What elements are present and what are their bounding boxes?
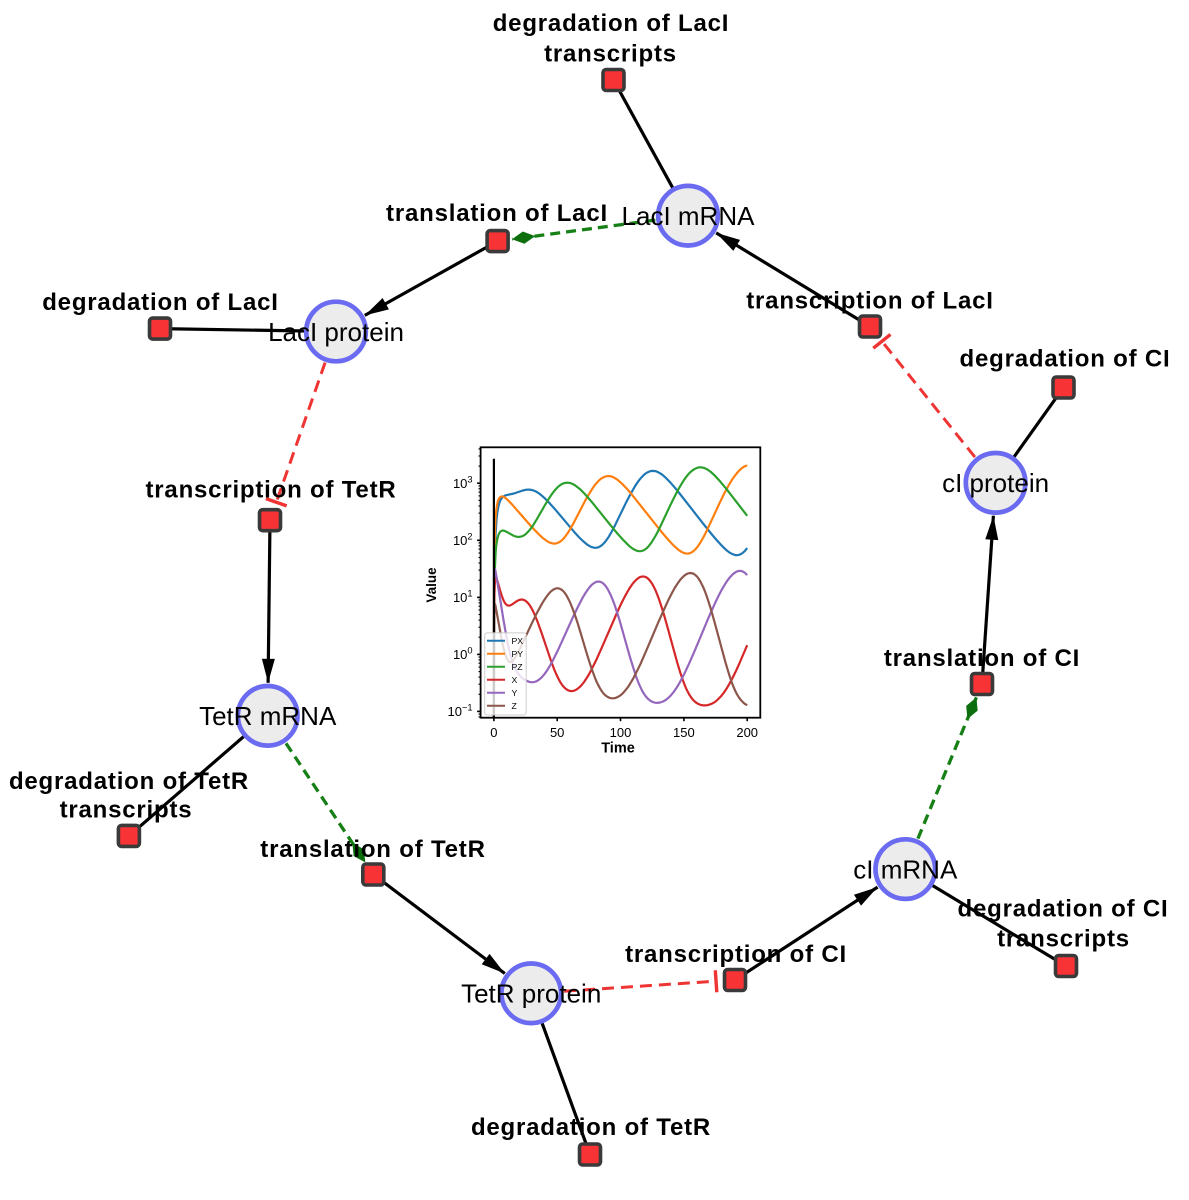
svg-text:Z: Z [512,701,518,711]
svg-text:transcription of CI: transcription of CI [625,941,847,968]
svg-text:103: 103 [453,474,473,491]
svg-text:degradation of LacI: degradation of LacI [42,289,279,316]
svg-text:translation of LacI: translation of LacI [386,200,608,227]
svg-text:0: 0 [490,725,497,740]
svg-text:200: 200 [736,725,758,740]
svg-text:degradation of TetR: degradation of TetR [9,768,249,795]
svg-text:transcripts: transcripts [60,797,193,824]
svg-text:Value: Value [424,567,439,603]
svg-text:cI mRNA: cI mRNA [853,854,958,884]
svg-text:TetR protein: TetR protein [461,979,601,1009]
svg-text:LacI protein: LacI protein [268,317,404,347]
svg-text:PZ: PZ [512,662,524,672]
svg-text:PY: PY [512,649,524,659]
svg-text:Time: Time [601,740,635,756]
svg-text:10−1: 10−1 [448,702,473,719]
svg-text:transcription of LacI: transcription of LacI [746,288,994,315]
svg-text:degradation of CI: degradation of CI [958,896,1169,923]
svg-text:LacI mRNA: LacI mRNA [622,201,756,231]
svg-text:transcription of TetR: transcription of TetR [145,477,396,504]
svg-text:translation of TetR: translation of TetR [260,836,485,863]
svg-text:transcripts: transcripts [544,41,677,68]
svg-text:50: 50 [550,725,564,740]
svg-text:TetR mRNA: TetR mRNA [199,701,337,731]
svg-text:100: 100 [610,725,632,740]
svg-text:100: 100 [453,645,473,662]
svg-text:150: 150 [673,725,695,740]
svg-text:translation of CI: translation of CI [884,645,1080,672]
svg-text:PX: PX [512,636,524,646]
svg-text:degradation of TetR: degradation of TetR [471,1114,711,1141]
svg-text:degradation of CI: degradation of CI [960,346,1171,373]
svg-text:transcripts: transcripts [997,926,1130,953]
svg-text:X: X [512,675,518,685]
svg-text:101: 101 [453,588,473,605]
svg-text:Y: Y [512,688,518,698]
svg-text:cI protein: cI protein [942,468,1049,498]
svg-text:degradation of LacI: degradation of LacI [493,10,730,37]
svg-text:102: 102 [453,531,473,548]
